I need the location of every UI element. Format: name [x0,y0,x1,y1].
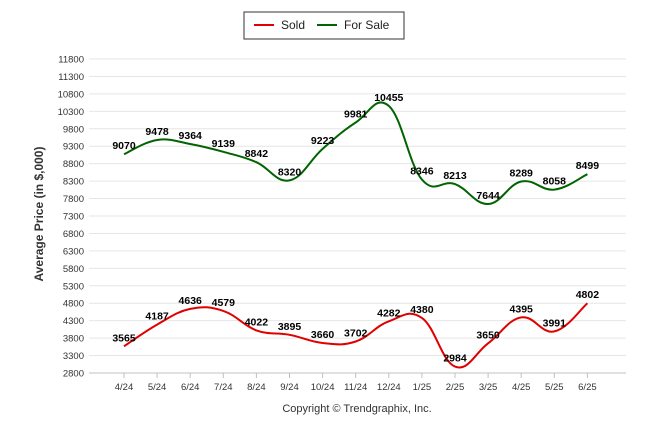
data-label-for-sale: 9981 [344,108,368,120]
data-label-for-sale: 8499 [576,160,600,172]
data-label-sold: 3991 [543,317,567,329]
y-tick-label: 3800 [63,334,84,345]
y-tick-label: 7300 [63,212,84,223]
y-tick-label: 5800 [63,264,84,275]
copyright-footer: Copyright © Trendgraphix, Inc. [282,403,431,415]
data-label-for-sale: 9478 [145,126,169,138]
y-tick-label: 6800 [63,229,84,240]
x-tick-label: 1/25 [413,382,432,393]
x-tick-label: 8/24 [247,382,266,393]
data-label-for-sale: 8842 [245,148,269,160]
data-label-sold: 3660 [311,329,335,341]
data-label-for-sale: 8346 [410,166,434,178]
data-label-for-sale: 9223 [311,135,335,147]
data-label-sold: 4282 [377,307,401,319]
data-label-for-sale: 8058 [543,176,567,188]
series-line-sold [123,302,589,369]
series [123,101,589,369]
y-tick-label: 9300 [63,142,84,153]
x-tick-label: 7/24 [214,382,233,393]
data-label-sold: 4395 [510,303,534,315]
data-label-for-sale: 9070 [112,140,136,152]
data-label-sold: 3895 [278,321,302,333]
data-label-sold: 3702 [344,328,368,340]
y-tick-label: 2800 [63,369,84,380]
x-tick-label: 4/24 [115,382,134,393]
data-label-for-sale: 9364 [179,130,203,142]
x-tick-label: 4/25 [512,382,531,393]
y-tick-label: 11300 [58,72,84,83]
data-label-sold: 4380 [410,304,434,316]
data-label-sold: 3565 [112,332,136,344]
y-tick-label: 5300 [63,281,84,292]
y-tick-label: 4300 [63,316,84,327]
y-tick-label: 7800 [63,194,84,205]
data-label-sold: 4579 [212,297,236,309]
x-tick-label: 10/24 [311,382,335,393]
y-tick-label: 10800 [58,89,84,100]
data-label-sold: 2984 [443,353,467,365]
data-label-sold: 4022 [245,316,269,328]
x-tick-label: 6/24 [181,382,200,393]
x-tick-label: 5/25 [545,382,564,393]
y-tick-label: 3300 [63,351,84,362]
x-tick-label: 11/24 [344,382,367,393]
x-tick-label: 5/24 [148,382,167,393]
data-labels: 3565 4187 4636 4579 4022 3895 3660 3702 4282 4380… [112,92,599,365]
x-axis-ticks: 4/24 5/24 6/24 7/24 8/24 9/24 10/24 11/24 12/24 1… [115,373,597,393]
gridlines [89,58,626,374]
x-tick-label: 3/25 [479,382,498,393]
data-label-for-sale: 7644 [476,190,500,202]
data-label-sold: 4802 [576,289,600,301]
data-label-for-sale: 8320 [278,166,302,178]
x-tick-label: 9/24 [280,382,299,393]
y-tick-label: 10300 [58,107,84,118]
y-axis-title: Average Price (in $,000) [32,147,46,282]
legend-label-for-sale: For Sale [344,18,390,32]
legend-label-sold: Sold [281,18,305,32]
y-tick-label: 9800 [63,124,84,135]
y-tick-label: 6300 [63,246,84,257]
series-line-for-sale [123,101,588,206]
x-tick-label: 2/25 [446,382,465,393]
data-label-for-sale: 8289 [510,167,534,179]
legend: Sold For Sale [243,11,405,40]
data-label-sold: 4636 [179,295,203,307]
x-tick-label: 6/25 [578,382,597,393]
y-tick-label: 8300 [63,177,84,188]
y-tick-label: 4800 [63,299,84,310]
data-label-for-sale: 10455 [374,92,403,104]
data-label-sold: 4187 [145,311,169,323]
data-label-sold: 3650 [476,329,500,341]
data-label-for-sale: 8213 [443,170,467,182]
y-axis-ticks: 2800 3300 3800 4300 4800 5300 5800 6300 6800 7300… [58,55,84,380]
y-tick-label: 11800 [58,55,84,66]
data-label-for-sale: 9139 [212,138,236,150]
x-tick-label: 12/24 [377,382,401,393]
y-tick-label: 8800 [63,159,84,170]
